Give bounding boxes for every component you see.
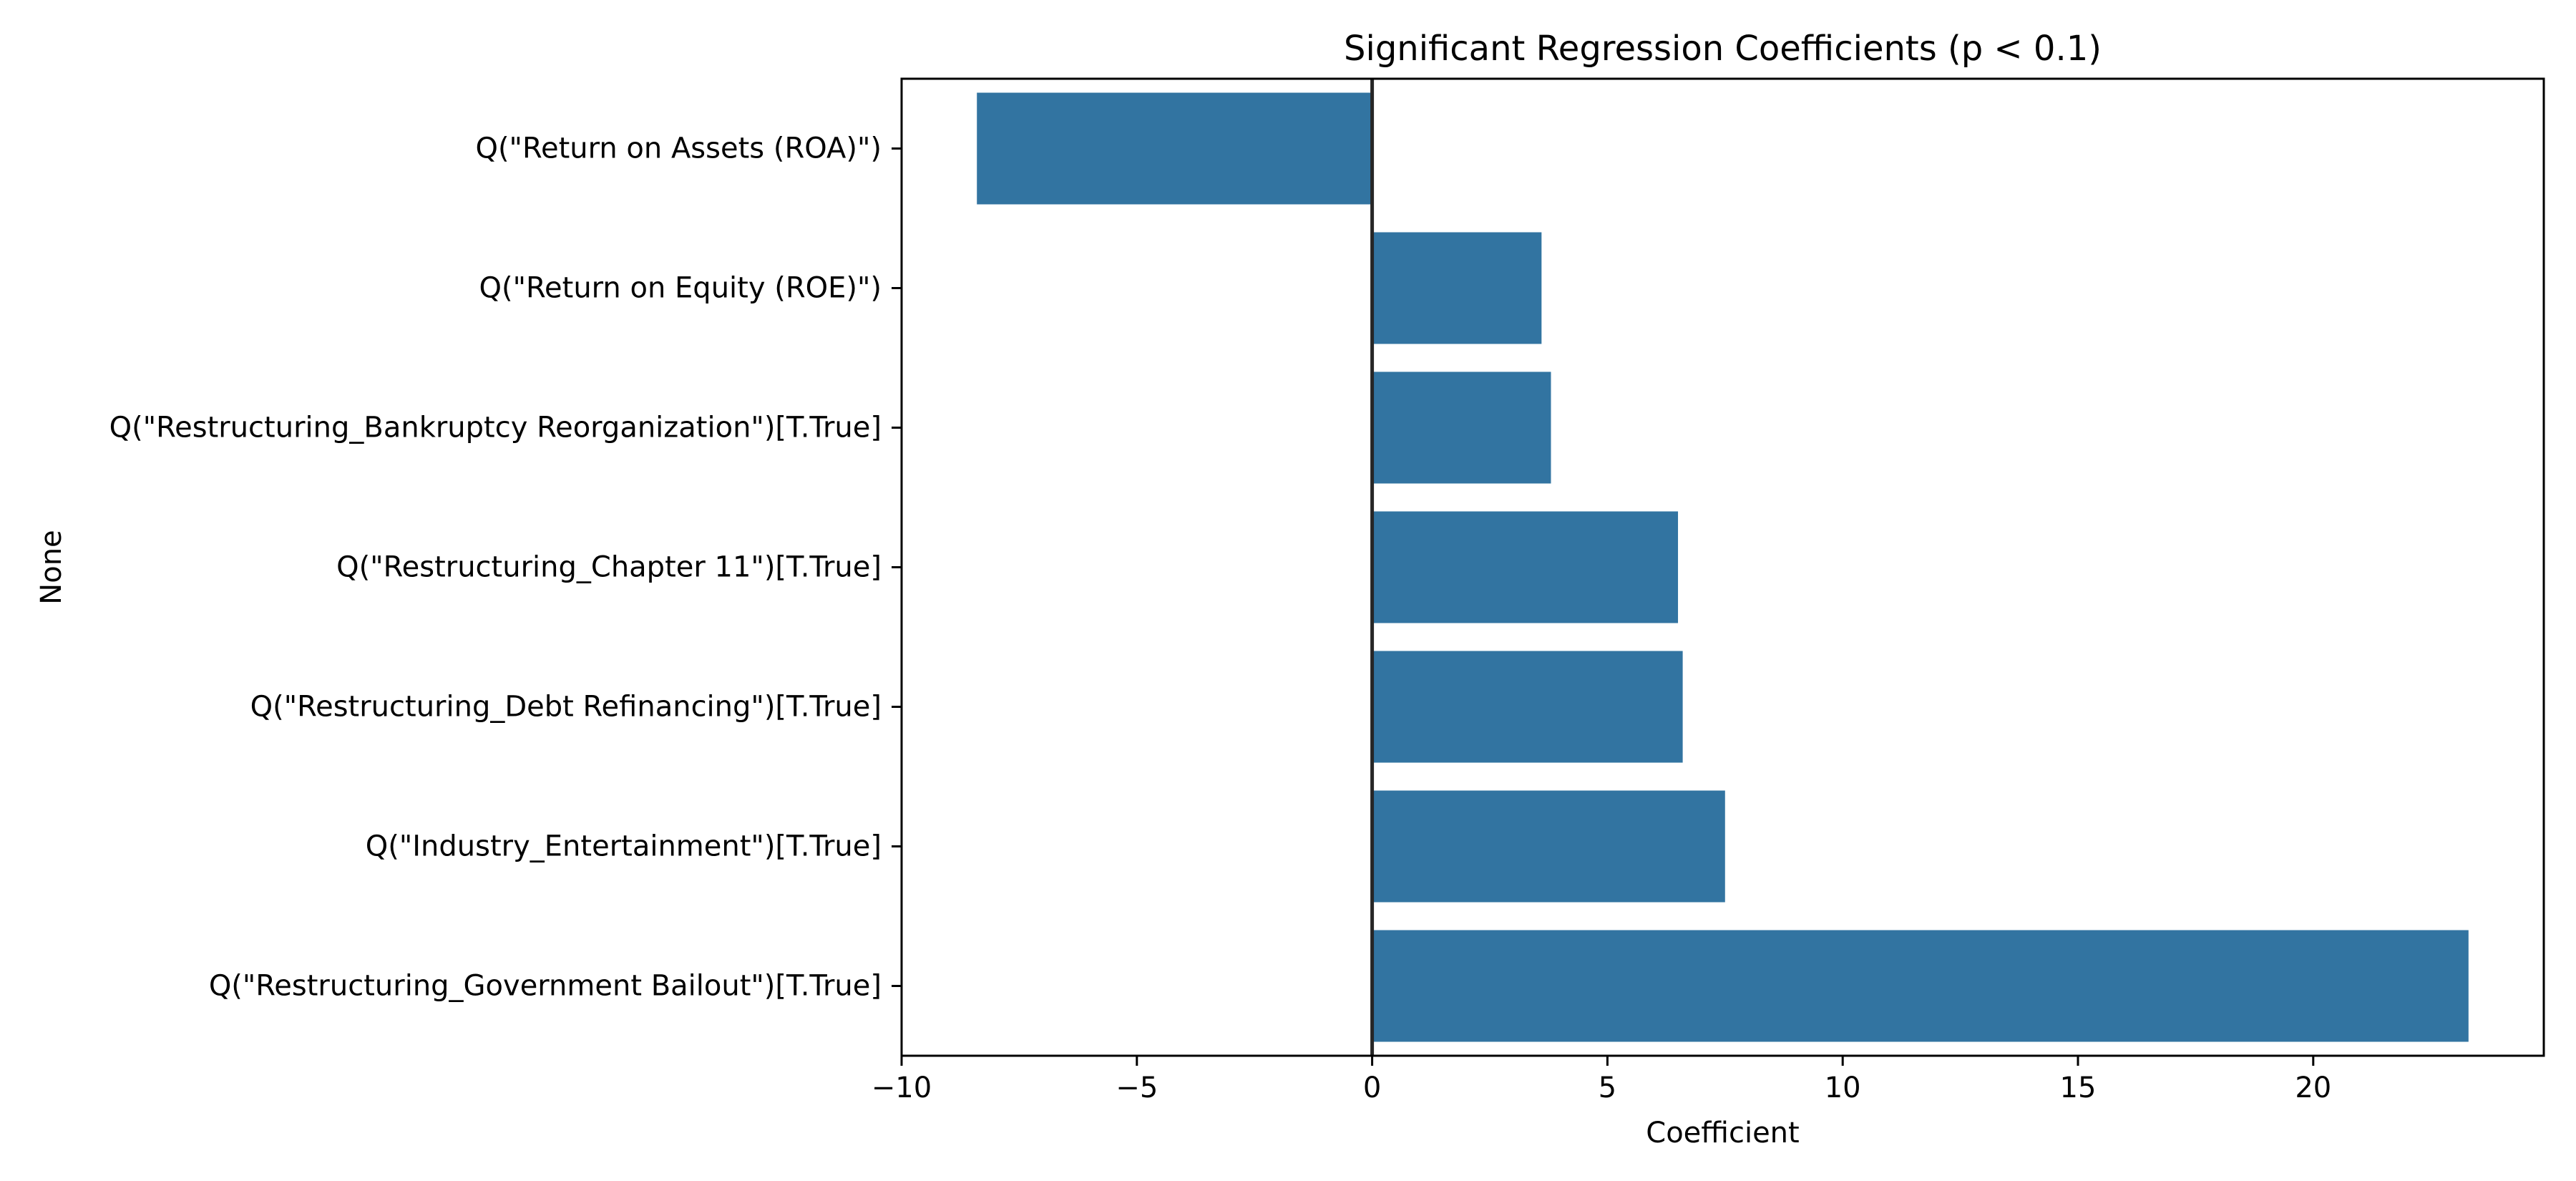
bars-group — [977, 92, 2469, 1042]
x-axis-label: Coefficient — [1646, 1117, 1799, 1150]
y-axis-label: None — [35, 530, 68, 604]
bar-1 — [1372, 232, 1542, 344]
y-tick-label: Q("Restructuring_Debt Refinancing")[T.Tr… — [250, 691, 882, 724]
y-tick-label: Q("Restructuring_Chapter 11")[T.True] — [336, 551, 882, 584]
bar-3 — [1372, 511, 1679, 623]
x-tick-label: 10 — [1825, 1071, 1861, 1104]
bar-2 — [1372, 371, 1551, 484]
x-axis-ticks: −10 −5 0 5 10 15 20 — [872, 1056, 2331, 1104]
y-axis-ticks: Q("Return on Assets (ROA)") Q("Return on … — [109, 132, 902, 1003]
bar-0 — [977, 92, 1372, 205]
y-tick-label: Q("Return on Assets (ROA)") — [475, 132, 882, 165]
bar-5 — [1372, 790, 1725, 903]
chart-title: Significant Regression Coefficients (p <… — [1344, 29, 2102, 69]
y-tick-label: Q("Restructuring_Bankruptcy Reorganizati… — [109, 412, 882, 444]
bar-6 — [1372, 930, 2469, 1042]
x-tick-label: −10 — [872, 1071, 932, 1104]
y-tick-label: Q("Return on Equity (ROE)") — [479, 272, 882, 305]
x-tick-label: 5 — [1599, 1071, 1616, 1104]
x-tick-label: 15 — [2060, 1071, 2097, 1104]
bar-4 — [1372, 651, 1683, 763]
y-tick-label: Q("Industry_Entertainment")[T.True] — [366, 830, 882, 863]
x-tick-label: 20 — [2295, 1071, 2331, 1104]
x-tick-label: −5 — [1116, 1071, 1158, 1104]
y-tick-label: Q("Restructuring_Government Bailout")[T.… — [209, 970, 882, 1003]
x-tick-label: 0 — [1363, 1071, 1381, 1104]
